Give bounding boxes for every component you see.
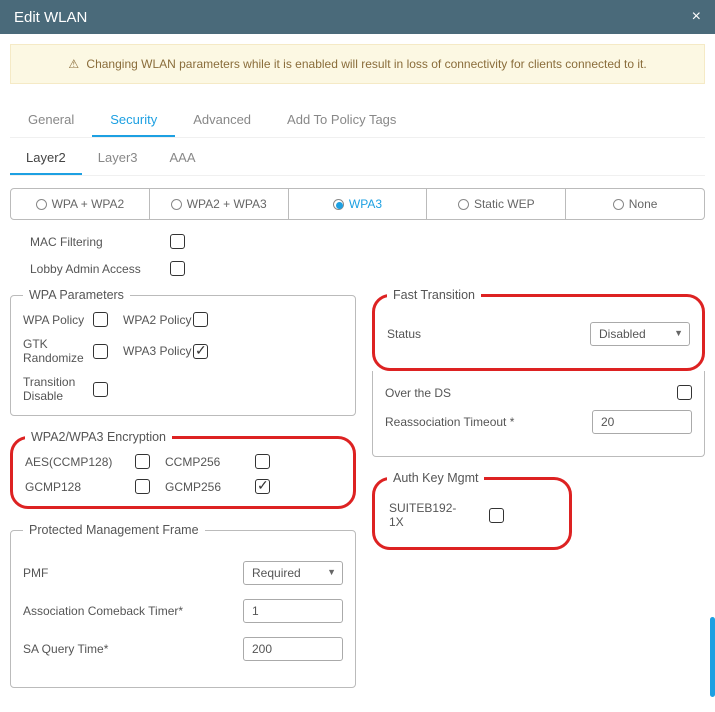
tab-general[interactable]: General — [10, 104, 92, 137]
wpa-mode-wpa3[interactable]: WPA3 — [289, 189, 428, 219]
subtab-layer3[interactable]: Layer3 — [82, 142, 154, 175]
subtab-layer2[interactable]: Layer2 — [10, 142, 82, 175]
wpa-parameters-legend: WPA Parameters — [23, 288, 130, 302]
pmf-fieldset: Protected Management Frame PMF Required … — [10, 523, 356, 688]
gtk-randomize-checkbox[interactable] — [93, 344, 108, 359]
aes-ccmp128-label: AES(CCMP128) — [25, 455, 135, 469]
gcmp256-checkbox[interactable] — [255, 479, 270, 494]
ft-status-label: Status — [387, 327, 590, 341]
assoc-comeback-label: Association Comeback Timer* — [23, 604, 243, 618]
wpa-policy-label: WPA Policy — [23, 313, 93, 327]
ccmp256-label: CCMP256 — [165, 455, 255, 469]
sub-tabs: Layer2 Layer3 AAA — [10, 142, 705, 176]
wpa-mode-selector: WPA + WPA2 WPA2 + WPA3 WPA3 Static WEP N… — [10, 188, 705, 220]
transition-disable-checkbox[interactable] — [93, 382, 108, 397]
mac-filtering-checkbox[interactable] — [170, 234, 185, 249]
lobby-admin-row: Lobby Admin Access — [30, 261, 705, 276]
fast-transition-legend: Fast Transition — [387, 288, 481, 302]
wpa2-policy-label: WPA2 Policy — [123, 313, 193, 327]
wpa-mode-wpa2-wpa3[interactable]: WPA2 + WPA3 — [150, 189, 289, 219]
encryption-fieldset: WPA2/WPA3 Encryption AES(CCMP128) CCMP25… — [10, 430, 356, 509]
wpa-mode-wpa-wpa2[interactable]: WPA + WPA2 — [11, 189, 150, 219]
lobby-admin-label: Lobby Admin Access — [30, 262, 170, 276]
wpa2-policy-checkbox[interactable] — [193, 312, 208, 327]
suiteb192-1x-label: SUITEB192-1X — [389, 501, 469, 529]
gcmp128-checkbox[interactable] — [135, 479, 150, 494]
mac-filtering-label: MAC Filtering — [30, 235, 170, 249]
over-ds-checkbox[interactable] — [677, 385, 692, 400]
lobby-admin-checkbox[interactable] — [170, 261, 185, 276]
wpa3-policy-checkbox[interactable] — [193, 344, 208, 359]
gtk-randomize-label: GTK Randomize — [23, 337, 93, 365]
ft-status-select[interactable]: Disabled — [590, 322, 690, 346]
transition-disable-label: Transition Disable — [23, 375, 93, 403]
wpa-policy-checkbox[interactable] — [93, 312, 108, 327]
akm-legend: Auth Key Mgmt — [387, 471, 484, 485]
warning-text: Changing WLAN parameters while it is ena… — [86, 57, 646, 71]
sa-query-input[interactable]: 200 — [243, 637, 343, 661]
akm-fieldset: Auth Key Mgmt SUITEB192-1X — [372, 471, 572, 550]
over-ds-label: Over the DS — [385, 386, 677, 400]
wpa-mode-static-wep[interactable]: Static WEP — [427, 189, 566, 219]
tab-add-to-policy-tags[interactable]: Add To Policy Tags — [269, 104, 414, 137]
assoc-comeback-input[interactable]: 1 — [243, 599, 343, 623]
pmf-select[interactable]: Required — [243, 561, 343, 585]
scrollbar-indicator[interactable] — [710, 617, 715, 697]
wpa-mode-none[interactable]: None — [566, 189, 704, 219]
gcmp256-label: GCMP256 — [165, 480, 255, 494]
aes-ccmp128-checkbox[interactable] — [135, 454, 150, 469]
encryption-legend: WPA2/WPA3 Encryption — [25, 430, 172, 444]
window-title: Edit WLAN — [14, 9, 87, 26]
mac-filtering-row: MAC Filtering — [30, 234, 705, 249]
warning-icon: ⚠ — [68, 57, 79, 71]
fast-transition-fieldset: Fast Transition Status Disabled — [372, 288, 705, 371]
reassoc-timeout-input[interactable]: 20 — [592, 410, 692, 434]
close-icon[interactable]: × — [692, 8, 701, 26]
main-tabs: General Security Advanced Add To Policy … — [10, 104, 705, 138]
suiteb192-1x-checkbox[interactable] — [489, 508, 504, 523]
titlebar: Edit WLAN × — [0, 0, 715, 34]
subtab-aaa[interactable]: AAA — [154, 142, 212, 175]
tab-security[interactable]: Security — [92, 104, 175, 137]
reassoc-timeout-label: Reassociation Timeout * — [385, 415, 592, 429]
ccmp256-checkbox[interactable] — [255, 454, 270, 469]
pmf-label: PMF — [23, 566, 243, 580]
wpa3-policy-label: WPA3 Policy — [123, 344, 193, 358]
tab-advanced[interactable]: Advanced — [175, 104, 269, 137]
warning-banner: ⚠ Changing WLAN parameters while it is e… — [10, 44, 705, 84]
pmf-legend: Protected Management Frame — [23, 523, 205, 537]
sa-query-label: SA Query Time* — [23, 642, 243, 656]
wpa-parameters-fieldset: WPA Parameters WPA Policy WPA2 Policy GT… — [10, 288, 356, 416]
gcmp128-label: GCMP128 — [25, 480, 135, 494]
